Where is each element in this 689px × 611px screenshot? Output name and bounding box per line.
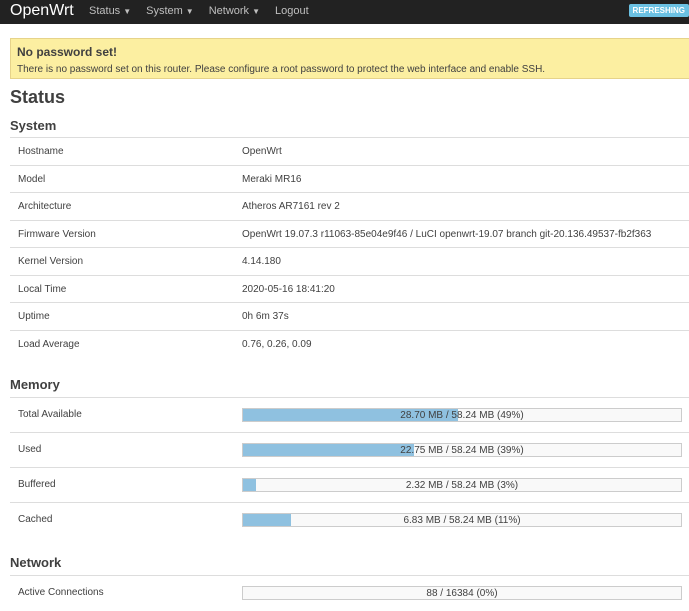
row-label: Architecture	[18, 201, 72, 212]
caret: ▼	[123, 7, 132, 16]
row-value: 0h 6m 37s	[242, 311, 289, 322]
row-value: 0.76, 0.26, 0.09	[242, 338, 312, 350]
row-value: 2020-05-16 18:41:20	[242, 283, 335, 295]
progress-label: 2.32 MB / 58.24 MB (3%)	[405, 480, 519, 491]
section-title: System	[10, 118, 57, 133]
info-row: Firmware Version OpenWrt 19.07.3 r11063-8…	[10, 219, 689, 249]
caret: ▼	[185, 7, 194, 16]
row-value: OpenWrt	[242, 146, 282, 157]
row-label: Hostname	[18, 146, 64, 157]
menu-item[interactable]: Status ▼	[89, 5, 131, 17]
row-label: Used	[18, 444, 42, 455]
section-title: Network	[10, 555, 62, 570]
info-row: Total Available 28.70 MB / 58.24 MB (49%)	[10, 397, 689, 433]
progress-fill	[243, 409, 458, 421]
info-row: Cached 6.83 MB / 58.24 MB (11%)	[10, 502, 689, 538]
row-value: Meraki MR16	[242, 173, 302, 185]
menu-label[interactable]: System	[146, 5, 183, 17]
row-label: Load Average	[18, 338, 80, 350]
progress-fill	[243, 514, 292, 526]
progress-label: 88 / 16384 (0%)	[426, 588, 498, 599]
row-label: Total Available	[18, 409, 82, 420]
info-row: Kernel Version 4.14.180	[10, 247, 689, 276]
alert-title: No password set!	[17, 45, 118, 59]
row-label: Active Connections	[18, 587, 104, 598]
menu-item[interactable]: Logout	[275, 5, 309, 17]
progress-fill	[243, 444, 414, 456]
progress-bar: 28.70 MB / 58.24 MB (49%)	[242, 408, 682, 422]
progress-label: 6.83 MB / 58.24 MB (11%)	[403, 515, 521, 526]
info-row: Uptime 0h 6m 37s	[10, 302, 689, 331]
row-value: Atheros AR7161 rev 2	[242, 201, 340, 212]
brand[interactable]: OpenWrt	[10, 2, 74, 19]
menu-label[interactable]: Network	[208, 5, 250, 17]
progress-bar: 2.32 MB / 58.24 MB (3%)	[242, 478, 682, 492]
progress-bar: 22.75 MB / 58.24 MB (39%)	[242, 443, 682, 457]
info-row: Active Connections 88 / 16384 (0%)	[10, 575, 689, 611]
row-label: Cached	[18, 514, 53, 525]
section-title: Memory	[10, 377, 60, 392]
info-row: Buffered 2.32 MB / 58.24 MB (3%)	[10, 467, 689, 503]
navbar: OpenWrt Status ▼ System ▼ Network ▼ Logout …	[0, 0, 689, 24]
row-label: Uptime	[18, 311, 50, 322]
row-value: OpenWrt 19.07.3 r11063-85e04e9f46 / LuCI…	[242, 228, 652, 240]
info-row: Used 22.75 MB / 58.24 MB (39%)	[10, 432, 689, 468]
info-row: Load Average 0.76, 0.26, 0.09	[10, 329, 689, 359]
progress-bar: 6.83 MB / 58.24 MB (11%)	[242, 513, 682, 527]
progress-label: 22.75 MB / 58.24 MB (39%)	[400, 445, 524, 456]
row-label: Model	[18, 173, 46, 185]
progress-fill	[243, 479, 257, 491]
menu-label[interactable]: Logout	[274, 5, 309, 17]
row-label: Buffered	[18, 479, 56, 490]
menu-item[interactable]: System ▼	[146, 5, 194, 17]
row-label: Firmware Version	[18, 228, 96, 240]
info-row: Local Time 2020-05-16 18:41:20	[10, 274, 689, 304]
alert-text: There is no password set on this router.…	[17, 64, 546, 75]
caret: ▼	[252, 7, 260, 16]
progress-bar: 88 / 16384 (0%)	[242, 586, 682, 600]
row-value: 4.14.180	[242, 256, 281, 267]
info-row: Model Meraki MR16	[10, 164, 689, 194]
info-row: Architecture Atheros AR7161 rev 2	[10, 192, 689, 221]
menu-item[interactable]: Network ▼	[209, 5, 260, 17]
row-label: Local Time	[18, 283, 67, 295]
menu-label[interactable]: Status	[89, 5, 121, 17]
menu: Status ▼ System ▼ Network ▼ Logout	[89, 5, 324, 17]
row-label: Kernel Version	[18, 256, 84, 267]
alert: No password set! There is no password se…	[10, 38, 689, 79]
refresh-badge[interactable]: REFRESHING	[628, 4, 689, 17]
progress-label: 28.70 MB / 58.24 MB (49%)	[400, 410, 524, 421]
page-title: Status	[10, 87, 66, 107]
info-row: Hostname OpenWrt	[10, 137, 689, 166]
